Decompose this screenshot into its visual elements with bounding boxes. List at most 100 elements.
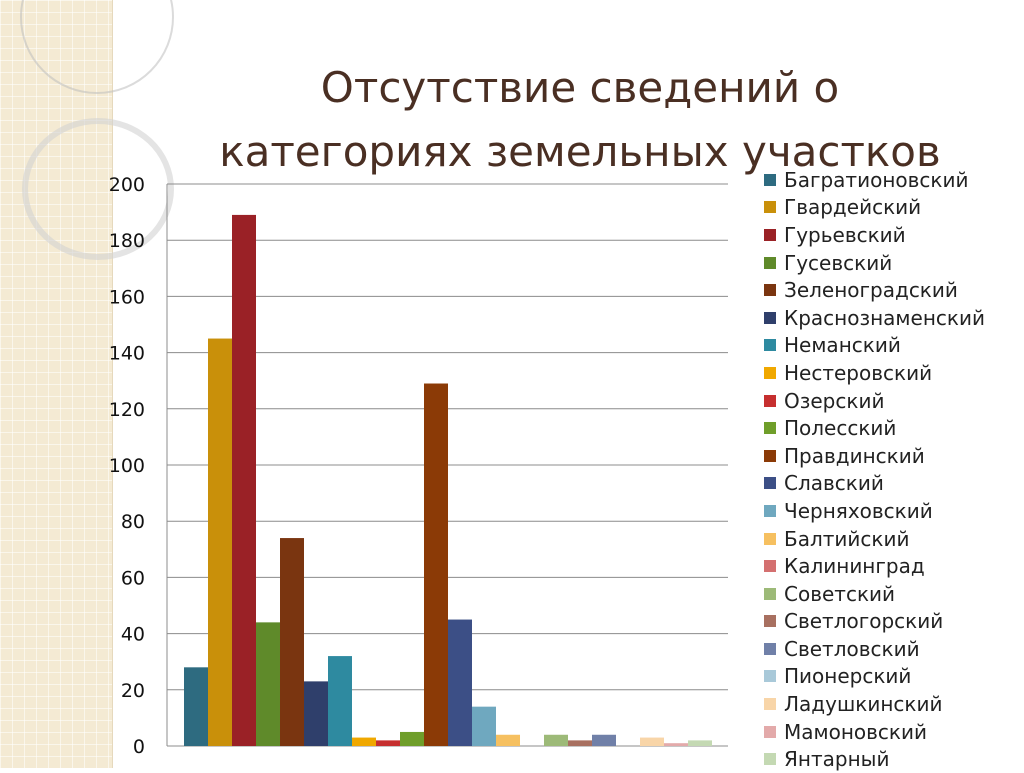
bar [424,383,448,746]
y-tick-label: 140 [109,343,145,365]
legend-item: Светлогорский [764,608,985,636]
legend-swatch [764,422,776,435]
legend-item: Краснознаменский [764,304,985,332]
legend-item: Светловский [764,635,985,663]
legend-item: Гурьевский [764,221,985,249]
y-tick-label: 160 [109,286,145,308]
y-tick-label: 120 [109,399,145,421]
bar [544,734,568,746]
legend-swatch [764,311,776,324]
legend-item: Полесский [764,414,985,442]
bar [208,338,232,746]
bar [472,706,496,746]
legend-label: Славский [784,471,884,496]
legend-label: Пионерский [784,664,912,689]
legend-swatch [764,532,776,545]
legend-label: Светлогорский [784,609,944,634]
bar [568,740,592,746]
legend-label: Багратионовский [784,167,969,192]
y-tick-label: 80 [121,511,145,533]
y-tick-label: 40 [121,624,145,646]
legend-item: Гусевский [764,249,985,277]
legend-label: Неманский [784,333,901,358]
legend-label: Янтарный [784,747,890,772]
legend-swatch [764,753,776,766]
y-tick-label: 60 [121,567,145,589]
y-tick-label: 180 [109,230,145,252]
legend-label: Советский [784,581,896,606]
legend-label: Ладушкинский [784,692,943,717]
legend-swatch [764,670,776,683]
bar [640,737,664,746]
legend-swatch [764,201,776,214]
legend-label: Калининград [784,554,925,579]
legend-label: Гвардейский [784,195,922,220]
bar [688,740,712,746]
legend-label: Балтийский [784,526,910,551]
legend-item: Балтийский [764,525,985,553]
legend-item: Янтарный [764,745,985,773]
y-tick-label: 100 [109,455,145,477]
legend-item: Нестеровский [764,359,985,387]
legend-item: Озерский [764,387,985,415]
decorative-side-panel [0,0,174,768]
bar [448,619,472,746]
bar [280,538,304,746]
bar [352,737,376,746]
legend-item: Славский [764,470,985,498]
legend-swatch [764,173,776,186]
legend-item: Черняховский [764,497,985,525]
bar [592,734,616,746]
y-tick-label: 200 [109,174,145,196]
legend-label: Гурьевский [784,222,906,247]
legend-swatch [764,339,776,352]
legend-swatch [764,504,776,517]
legend-swatch [764,228,776,241]
legend-label: Озерский [784,388,885,413]
legend-item: Зеленоградский [764,276,985,304]
legend-swatch [764,725,776,738]
legend-swatch [764,394,776,407]
y-tick-label: 0 [133,736,145,758]
bar [232,214,256,746]
bar [664,743,688,746]
slide-title-line-1: Отсутствие сведений о [320,63,840,113]
slide-title: Отсутствие сведений о категориях земельн… [150,56,1010,184]
legend-label: Гусевский [784,250,893,275]
legend-label: Мамоновский [784,719,928,744]
legend-label: Черняховский [784,498,933,523]
legend-label: Светловский [784,636,920,661]
legend-swatch [764,284,776,297]
legend-item: Пионерский [764,663,985,691]
bar [328,656,352,746]
legend-item: Правдинский [764,442,985,470]
legend-item: Багратионовский [764,166,985,194]
legend-swatch [764,615,776,628]
legend-swatch [764,477,776,490]
bar [304,681,328,746]
decorative-ring [22,118,174,260]
legend-swatch [764,366,776,379]
bar [400,731,424,746]
legend-swatch [764,256,776,269]
bar [184,667,208,746]
legend-item: Мамоновский [764,718,985,746]
legend-swatch [764,449,776,462]
bar [256,622,280,746]
legend-label: Полесский [784,416,897,441]
legend-item: Гвардейский [764,194,985,222]
legend-label: Зеленоградский [784,278,958,303]
legend-swatch [764,587,776,600]
y-tick-label: 20 [121,680,145,702]
legend-item: Калининград [764,552,985,580]
legend-swatch [764,698,776,711]
legend-item: Неманский [764,332,985,360]
chart-legend: Багратионовский Гвардейский Гурьевский Гусе… [764,166,985,773]
legend-label: Краснознаменский [784,305,985,330]
legend-item: Ладушкинский [764,690,985,718]
legend-label: Правдинский [784,443,925,468]
legend-swatch [764,642,776,655]
bar [376,740,400,746]
legend-label: Нестеровский [784,360,933,385]
